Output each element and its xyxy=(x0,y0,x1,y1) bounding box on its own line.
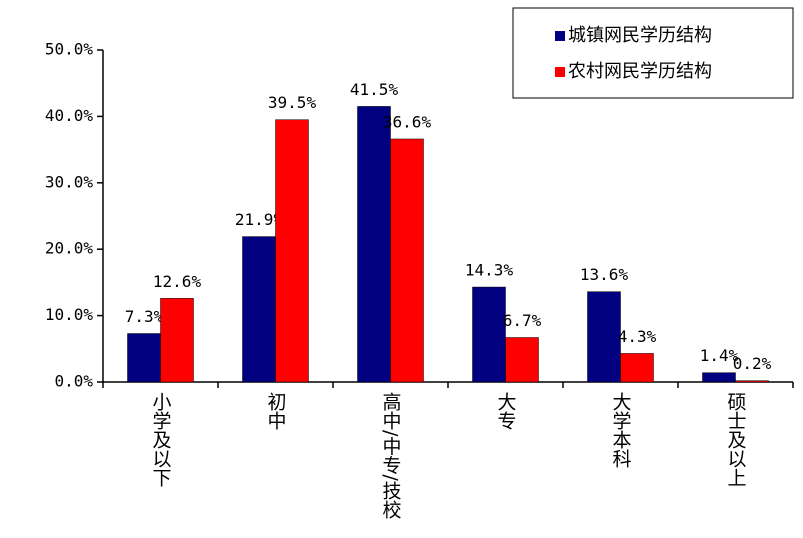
x-tick-label: 硕士及以上 xyxy=(724,392,747,487)
legend-box xyxy=(512,7,794,99)
y-tick-label: 0.0% xyxy=(54,372,93,391)
value-label: 1.4% xyxy=(700,346,739,365)
bar xyxy=(242,236,276,383)
bar xyxy=(127,333,161,383)
bar xyxy=(735,380,769,383)
value-label: 36.6% xyxy=(383,112,432,131)
x-tick-label: 高中/中专/技校 xyxy=(379,392,402,519)
bar xyxy=(620,353,654,383)
value-label: 4.3% xyxy=(618,327,657,346)
value-label: 0.2% xyxy=(733,354,772,373)
x-tick-label: 小学及以下 xyxy=(149,392,172,487)
bar xyxy=(505,337,539,383)
bar xyxy=(275,119,309,383)
y-tick-label: 30.0% xyxy=(45,172,94,191)
bar xyxy=(160,298,194,383)
x-tick-label: 初中 xyxy=(264,392,287,430)
y-tick-label: 10.0% xyxy=(45,305,94,324)
y-tick-label: 20.0% xyxy=(45,239,94,258)
legend-swatch xyxy=(555,67,565,77)
value-label: 6.7% xyxy=(503,311,542,330)
value-label: 39.5% xyxy=(268,93,317,112)
value-label: 7.3% xyxy=(125,307,164,326)
y-tick-label: 50.0% xyxy=(45,40,94,59)
x-tick-label: 大学本科 xyxy=(609,392,632,468)
bar xyxy=(472,286,506,383)
bar xyxy=(357,106,391,383)
value-label: 13.6% xyxy=(580,265,629,284)
bar xyxy=(587,291,621,383)
value-label: 12.6% xyxy=(153,272,202,291)
bar xyxy=(390,138,424,383)
x-tick-label: 大专 xyxy=(494,392,517,430)
bar xyxy=(702,372,736,383)
y-tick-label: 40.0% xyxy=(45,106,94,125)
value-label: 21.9% xyxy=(235,210,284,229)
value-label: 14.3% xyxy=(465,261,514,280)
legend-swatch xyxy=(555,31,565,41)
value-label: 41.5% xyxy=(350,80,399,99)
legend-label: 农村网民学历结构 xyxy=(568,61,712,82)
legend-label: 城镇网民学历结构 xyxy=(568,25,712,46)
